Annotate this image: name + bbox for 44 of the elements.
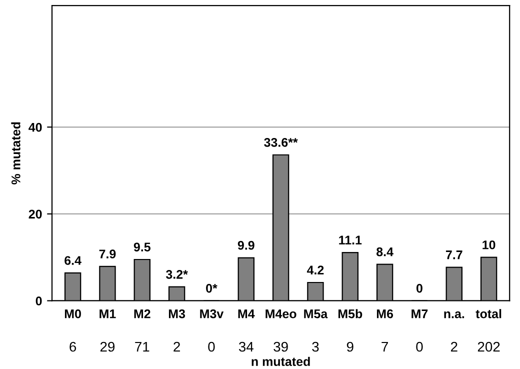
x-tick-label: M6 xyxy=(376,309,394,318)
text: 39 xyxy=(274,342,288,352)
data-label: 11.1 xyxy=(339,236,362,244)
data-label: 4.2 xyxy=(306,266,324,274)
data-label: 7.7 xyxy=(446,250,462,260)
data-label: 9.9 xyxy=(238,240,254,250)
x-tick-label: n.a. xyxy=(444,311,464,318)
data-label: 9.5 xyxy=(134,242,150,252)
x-tick-label: M3 xyxy=(168,309,186,318)
y-tick-label: 20 xyxy=(28,210,42,219)
data-label: 0 xyxy=(416,284,422,293)
text: 29 xyxy=(100,342,115,352)
text: 0 xyxy=(416,342,423,352)
x-axis-title: n mutated xyxy=(252,356,310,366)
x-tick-label: M4 xyxy=(238,310,255,318)
x-tick-label: M3v xyxy=(200,309,224,318)
text: 6 xyxy=(70,342,76,352)
y-axis-title: % mutated xyxy=(11,122,20,184)
x-tick-label: M1 xyxy=(100,310,116,318)
text: 9 xyxy=(346,342,354,352)
x-tick-label: M0 xyxy=(64,309,81,318)
x-tick-label: total xyxy=(476,309,502,318)
x-tick-label: M7 xyxy=(412,310,428,318)
x-tick-label: M5b xyxy=(338,309,362,318)
text: 2 xyxy=(450,342,458,352)
text: 3 xyxy=(312,342,319,352)
y-tick-label: 40 xyxy=(28,122,42,132)
data-label: 0* xyxy=(206,284,218,293)
data-label: 33.6** xyxy=(264,138,298,147)
x-tick-label: M5a xyxy=(304,310,328,318)
data-label: 7.9 xyxy=(99,250,116,258)
text: 34 xyxy=(238,342,254,352)
text: 0 xyxy=(208,342,215,352)
data-label: 8.4 xyxy=(376,247,394,256)
text: 71 xyxy=(135,342,150,352)
x-tick-label: M2 xyxy=(134,309,150,318)
data-label: 6.4 xyxy=(64,256,82,265)
data-label: 3.2* xyxy=(166,270,188,279)
text: 202 xyxy=(478,342,500,352)
text: 7 xyxy=(382,342,388,352)
data-label: 10 xyxy=(482,240,496,250)
x-tick-label: M4eo xyxy=(266,310,296,318)
text: 2 xyxy=(174,342,180,352)
y-tick-label: 0 xyxy=(36,296,42,306)
